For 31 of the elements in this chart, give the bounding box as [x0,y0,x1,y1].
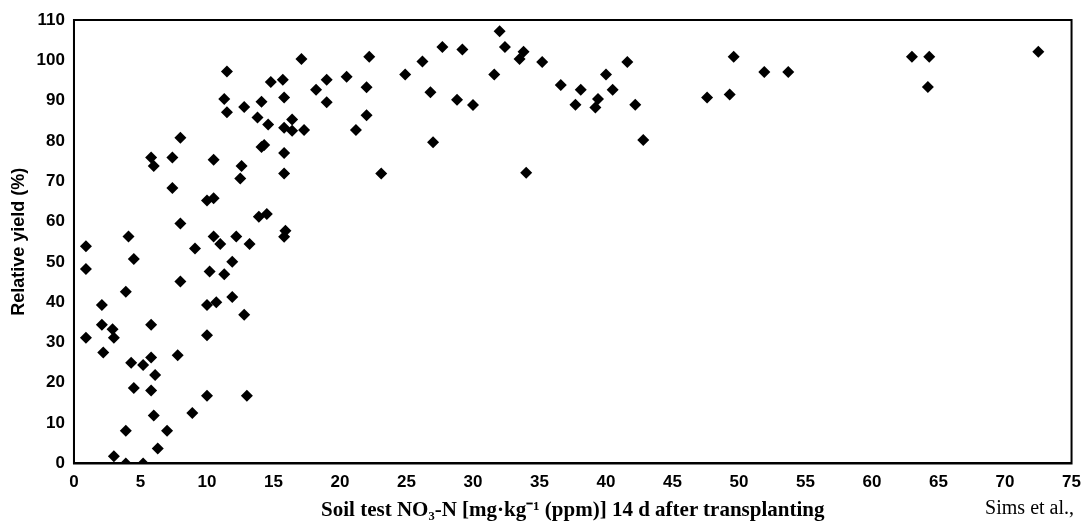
x-tick-label: 5 [135,472,146,492]
x-tick-label: 60 [862,472,882,492]
y-tick-label: 110 [37,9,65,29]
y-tick-label: 70 [46,170,65,190]
x-tick-label: 55 [796,472,815,492]
y-tick-label: 80 [46,130,65,150]
x-tick-label: 30 [463,472,483,492]
y-tick-label: 0 [55,453,65,473]
x-tick-label: 65 [929,472,948,492]
x-tick-label: 45 [663,472,682,492]
x-tick-label: 70 [995,472,1015,492]
y-tick-label: 10 [46,412,65,432]
x-tick-label: 40 [596,472,616,492]
text: Sims et al., [985,496,1074,519]
x-tick-label: 35 [530,472,549,492]
y-tick-label: 30 [46,332,65,352]
x-tick-label: 75 [1062,472,1082,492]
y-tick-label: 20 [46,372,65,392]
x-tick-label: 10 [197,472,217,492]
y-tick-label: 50 [46,251,65,271]
x-axis-title: Soil test NO₃-N [mg·kg⁻¹ (ppm)] 14 d after transplanting [321,496,825,521]
x-tick-label: 15 [264,472,283,492]
y-tick-label: 90 [46,90,65,110]
y-tick-label: 100 [36,50,65,69]
x-tick-label: 20 [330,472,350,492]
y-tick-label: 40 [46,291,65,311]
y-tick-label: 60 [46,211,65,231]
x-tick-label: 50 [729,472,749,492]
x-tick-label: 0 [69,472,79,492]
y-axis-title: Relative yield (%) [7,167,28,316]
x-tick-label: 25 [397,472,416,492]
